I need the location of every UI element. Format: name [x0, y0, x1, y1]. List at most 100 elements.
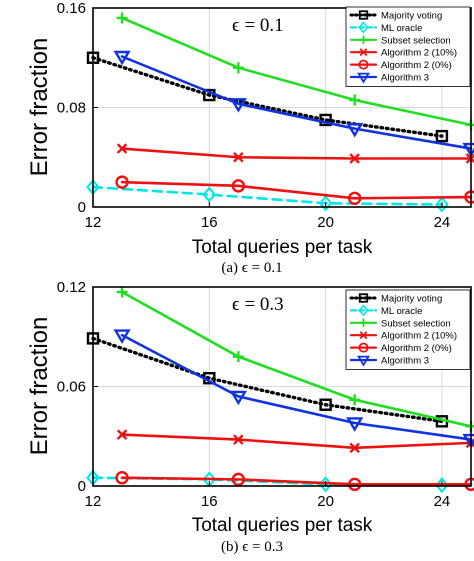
data-point: [349, 94, 361, 106]
x-tick-label: 12: [85, 214, 102, 231]
series-line: [120, 147, 473, 160]
data-point: [232, 62, 244, 74]
x-axis-label-b: Total queries per task: [192, 515, 373, 536]
y-axis-label-b: Error fraction: [26, 317, 53, 456]
series-line: [120, 476, 473, 486]
legend-marker: [359, 331, 368, 340]
legend-marker-shape: [357, 355, 370, 367]
x-axis-label-a: Total queries per task: [192, 237, 373, 258]
x-tick-label: 24: [434, 493, 451, 510]
data-point: [231, 179, 246, 193]
data-point: [116, 143, 128, 154]
x-tick-label: 24: [434, 214, 451, 231]
legend-entry-label: Algorithm 2 (0%): [381, 60, 452, 71]
legend-marker-shape: [358, 342, 369, 353]
data-point: [113, 329, 131, 344]
chart-panel-a: 12 16 20 24 0 0.08 0.16 ϵ = 0.1 Total queries…: [26, 0, 474, 276]
series-line: [120, 290, 473, 428]
legend-marker-shape: [358, 10, 369, 20]
data-point: [318, 195, 333, 212]
data-point: [347, 477, 362, 492]
legend-marker-shape: [357, 72, 370, 84]
x-tick-label: 16: [201, 214, 218, 231]
legend-entry-label: Algorithm 3: [381, 73, 429, 84]
series-algorithm-2-10-: [116, 143, 474, 164]
legend-marker: [358, 304, 369, 317]
legend-marker: [359, 318, 368, 327]
y-tick-label: 0.12: [57, 279, 86, 296]
legend-marker: [357, 72, 370, 84]
legend-marker: [358, 21, 369, 34]
x-tick-label: 20: [317, 214, 334, 231]
data-point: [116, 429, 128, 440]
chart-panel-b: 12 16 20 24 0 0.06 0.12 ϵ = 0.3 Total queries…: [26, 279, 474, 555]
legend-marker: [358, 293, 369, 303]
data-point: [116, 286, 128, 298]
y-tick-label: 0.08: [57, 100, 86, 117]
y-ticks-b: 0 0.06 0.12: [57, 279, 98, 495]
data-point: [319, 398, 332, 411]
legend-marker: [358, 10, 369, 20]
data-point: [349, 442, 360, 454]
data-point: [346, 122, 364, 138]
series-algorithm-3: [113, 329, 474, 449]
legend-entry-label: Algorithm 2 (0%): [381, 343, 452, 354]
data-point: [465, 119, 474, 131]
legend-marker-shape: [358, 21, 369, 34]
data-point: [319, 113, 332, 127]
series-line: [120, 433, 473, 450]
panel-caption-b: (b) ϵ = 0.3: [221, 539, 283, 555]
legend-marker-shape: [358, 59, 369, 70]
legend-entry-label: Subset selection: [381, 35, 451, 46]
legend-marker-shape: [359, 48, 368, 57]
x-tick-label: 16: [201, 493, 218, 510]
legend-marker-shape: [359, 318, 368, 327]
legend-marker-shape: [359, 35, 368, 44]
data-point: [349, 394, 361, 406]
legend-entry-label: ML oracle: [381, 23, 422, 34]
data-point: [231, 472, 246, 487]
data-point: [233, 152, 244, 163]
data-point: [113, 50, 131, 66]
data-point: [233, 434, 244, 445]
legend-marker: [358, 342, 369, 353]
series-line: [120, 180, 473, 200]
y-tick-label: 0: [78, 478, 86, 495]
data-point: [232, 351, 244, 363]
series-line: [91, 185, 444, 206]
data-point: [346, 417, 364, 432]
legend-marker-shape: [359, 331, 368, 340]
legend-marker: [358, 59, 369, 70]
panel-caption-a: (a) ϵ = 0.1: [221, 260, 282, 276]
series-line: [91, 56, 444, 138]
data-point: [202, 186, 217, 203]
legend-entry-label: Majority voting: [381, 294, 442, 305]
y-ticks-a: 0 0.08 0.16: [57, 0, 98, 216]
y-tick-label: 0.16: [57, 0, 86, 17]
x-ticks-b: 12 16 20 24: [85, 481, 451, 510]
legend-marker: [359, 48, 368, 57]
legend-marker: [359, 35, 368, 44]
x-ticks-a: 12 16 20 24: [85, 202, 451, 231]
data-point: [435, 196, 449, 213]
data-point: [115, 175, 129, 189]
legend-marker-shape: [358, 304, 369, 317]
series-algorithm-2-0-: [115, 471, 474, 492]
legend-marker: [357, 355, 370, 367]
series-line: [91, 336, 444, 424]
legend-entry-label: ML oracle: [381, 306, 422, 317]
data-point: [116, 12, 128, 24]
legend-entry-label: Majority voting: [381, 11, 442, 22]
x-tick-label: 12: [85, 493, 102, 510]
data-point: [465, 420, 474, 432]
legend-entry-label: Algorithm 2 (10%): [381, 331, 457, 342]
data-point: [349, 153, 360, 164]
legend-marker-shape: [358, 293, 369, 303]
series-layer-a: [86, 12, 474, 213]
data-point: [229, 98, 247, 113]
series-algorithm-2-10-: [116, 429, 474, 454]
y-axis-label-a: Error fraction: [26, 38, 53, 177]
